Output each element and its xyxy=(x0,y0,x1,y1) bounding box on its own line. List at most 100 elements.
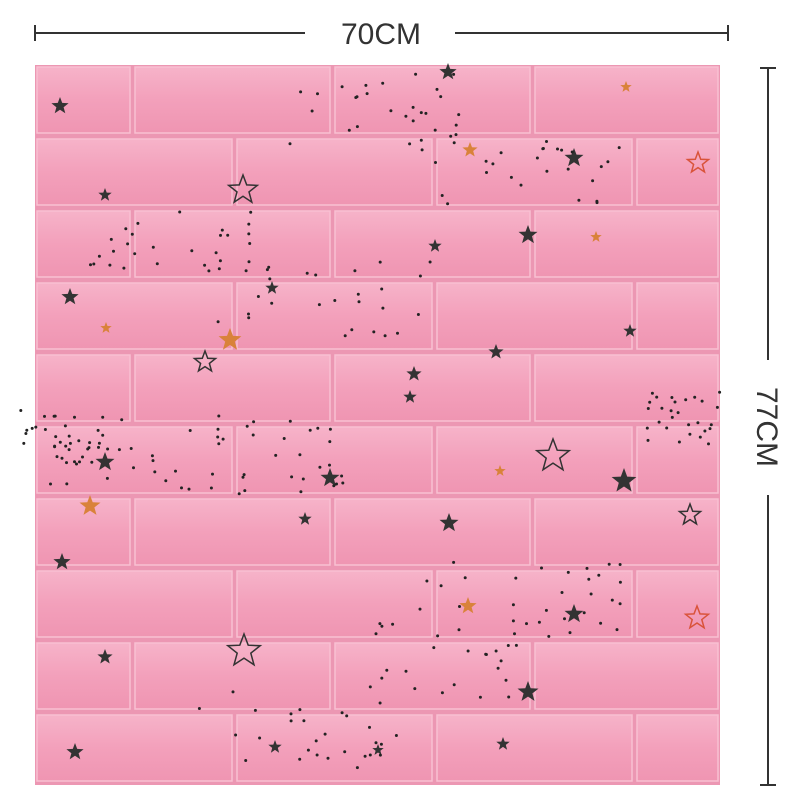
dot xyxy=(234,733,238,737)
dot xyxy=(207,269,211,273)
dot xyxy=(317,303,321,307)
brick xyxy=(36,138,233,206)
dot xyxy=(698,435,702,439)
star xyxy=(459,597,477,614)
dot xyxy=(606,160,610,164)
dot xyxy=(136,221,140,225)
dot xyxy=(655,395,659,399)
dot xyxy=(485,171,488,174)
dot xyxy=(607,562,611,566)
dot xyxy=(216,320,220,324)
dot xyxy=(274,453,278,457)
dot xyxy=(380,287,384,291)
dot xyxy=(374,632,378,636)
dot xyxy=(404,669,408,673)
dot xyxy=(88,441,92,445)
dot xyxy=(92,262,96,266)
brick xyxy=(36,354,131,422)
dot xyxy=(433,128,437,132)
star xyxy=(517,681,539,701)
dot xyxy=(434,161,437,164)
dot xyxy=(54,435,58,439)
dot xyxy=(354,96,358,99)
dot xyxy=(244,269,248,273)
dot xyxy=(709,423,713,427)
dot xyxy=(389,109,393,113)
dot xyxy=(130,232,134,236)
dot xyxy=(96,428,100,432)
dot xyxy=(345,714,349,718)
dot xyxy=(589,592,593,596)
dot xyxy=(504,678,508,682)
dot xyxy=(439,95,443,99)
stars xyxy=(19,63,722,770)
brick xyxy=(134,498,331,566)
dot xyxy=(75,462,78,466)
dot xyxy=(117,448,121,452)
dot xyxy=(78,460,81,464)
dot xyxy=(65,482,69,486)
star xyxy=(100,322,112,333)
brick xyxy=(134,66,331,134)
brick xyxy=(36,642,131,710)
dot xyxy=(105,476,109,480)
dot xyxy=(494,649,498,653)
dot xyxy=(108,263,112,267)
dot xyxy=(648,400,652,404)
dot xyxy=(258,736,262,740)
dot xyxy=(491,162,495,166)
dot xyxy=(242,473,246,477)
dot xyxy=(540,566,543,570)
dot xyxy=(715,405,719,409)
dot xyxy=(245,424,249,428)
dot xyxy=(496,666,500,670)
dot xyxy=(587,577,591,581)
star xyxy=(192,348,218,373)
dot xyxy=(53,444,57,448)
brick xyxy=(334,354,531,422)
dot xyxy=(318,465,322,469)
brick xyxy=(134,354,331,422)
dot xyxy=(310,109,314,113)
dot xyxy=(463,576,467,580)
dot xyxy=(22,441,26,445)
dot xyxy=(599,621,603,625)
dot xyxy=(49,482,52,486)
brick xyxy=(36,282,233,350)
dot xyxy=(687,423,691,427)
star xyxy=(494,465,506,476)
dot xyxy=(340,474,344,478)
dot xyxy=(289,719,293,723)
dot xyxy=(112,249,115,253)
dot xyxy=(298,708,302,712)
dot xyxy=(323,732,327,736)
dot xyxy=(454,123,458,127)
dot xyxy=(452,72,456,76)
star xyxy=(564,604,584,623)
dot xyxy=(333,299,337,302)
dot xyxy=(68,441,72,445)
star xyxy=(53,553,71,570)
dot xyxy=(591,179,595,183)
dot xyxy=(457,113,461,117)
dot xyxy=(58,440,62,444)
brick xyxy=(534,498,719,566)
dot xyxy=(241,475,245,479)
dot xyxy=(356,292,360,296)
dot xyxy=(353,269,357,273)
brick xyxy=(334,642,531,710)
dot xyxy=(368,753,372,757)
dot xyxy=(247,260,251,264)
dot xyxy=(126,242,130,246)
dot xyxy=(335,482,338,486)
star xyxy=(225,631,263,667)
star xyxy=(564,148,584,167)
dot xyxy=(270,301,274,305)
star xyxy=(683,603,711,630)
dot xyxy=(378,260,382,264)
dot xyxy=(218,259,222,263)
dot xyxy=(24,432,28,435)
dot xyxy=(77,439,81,443)
